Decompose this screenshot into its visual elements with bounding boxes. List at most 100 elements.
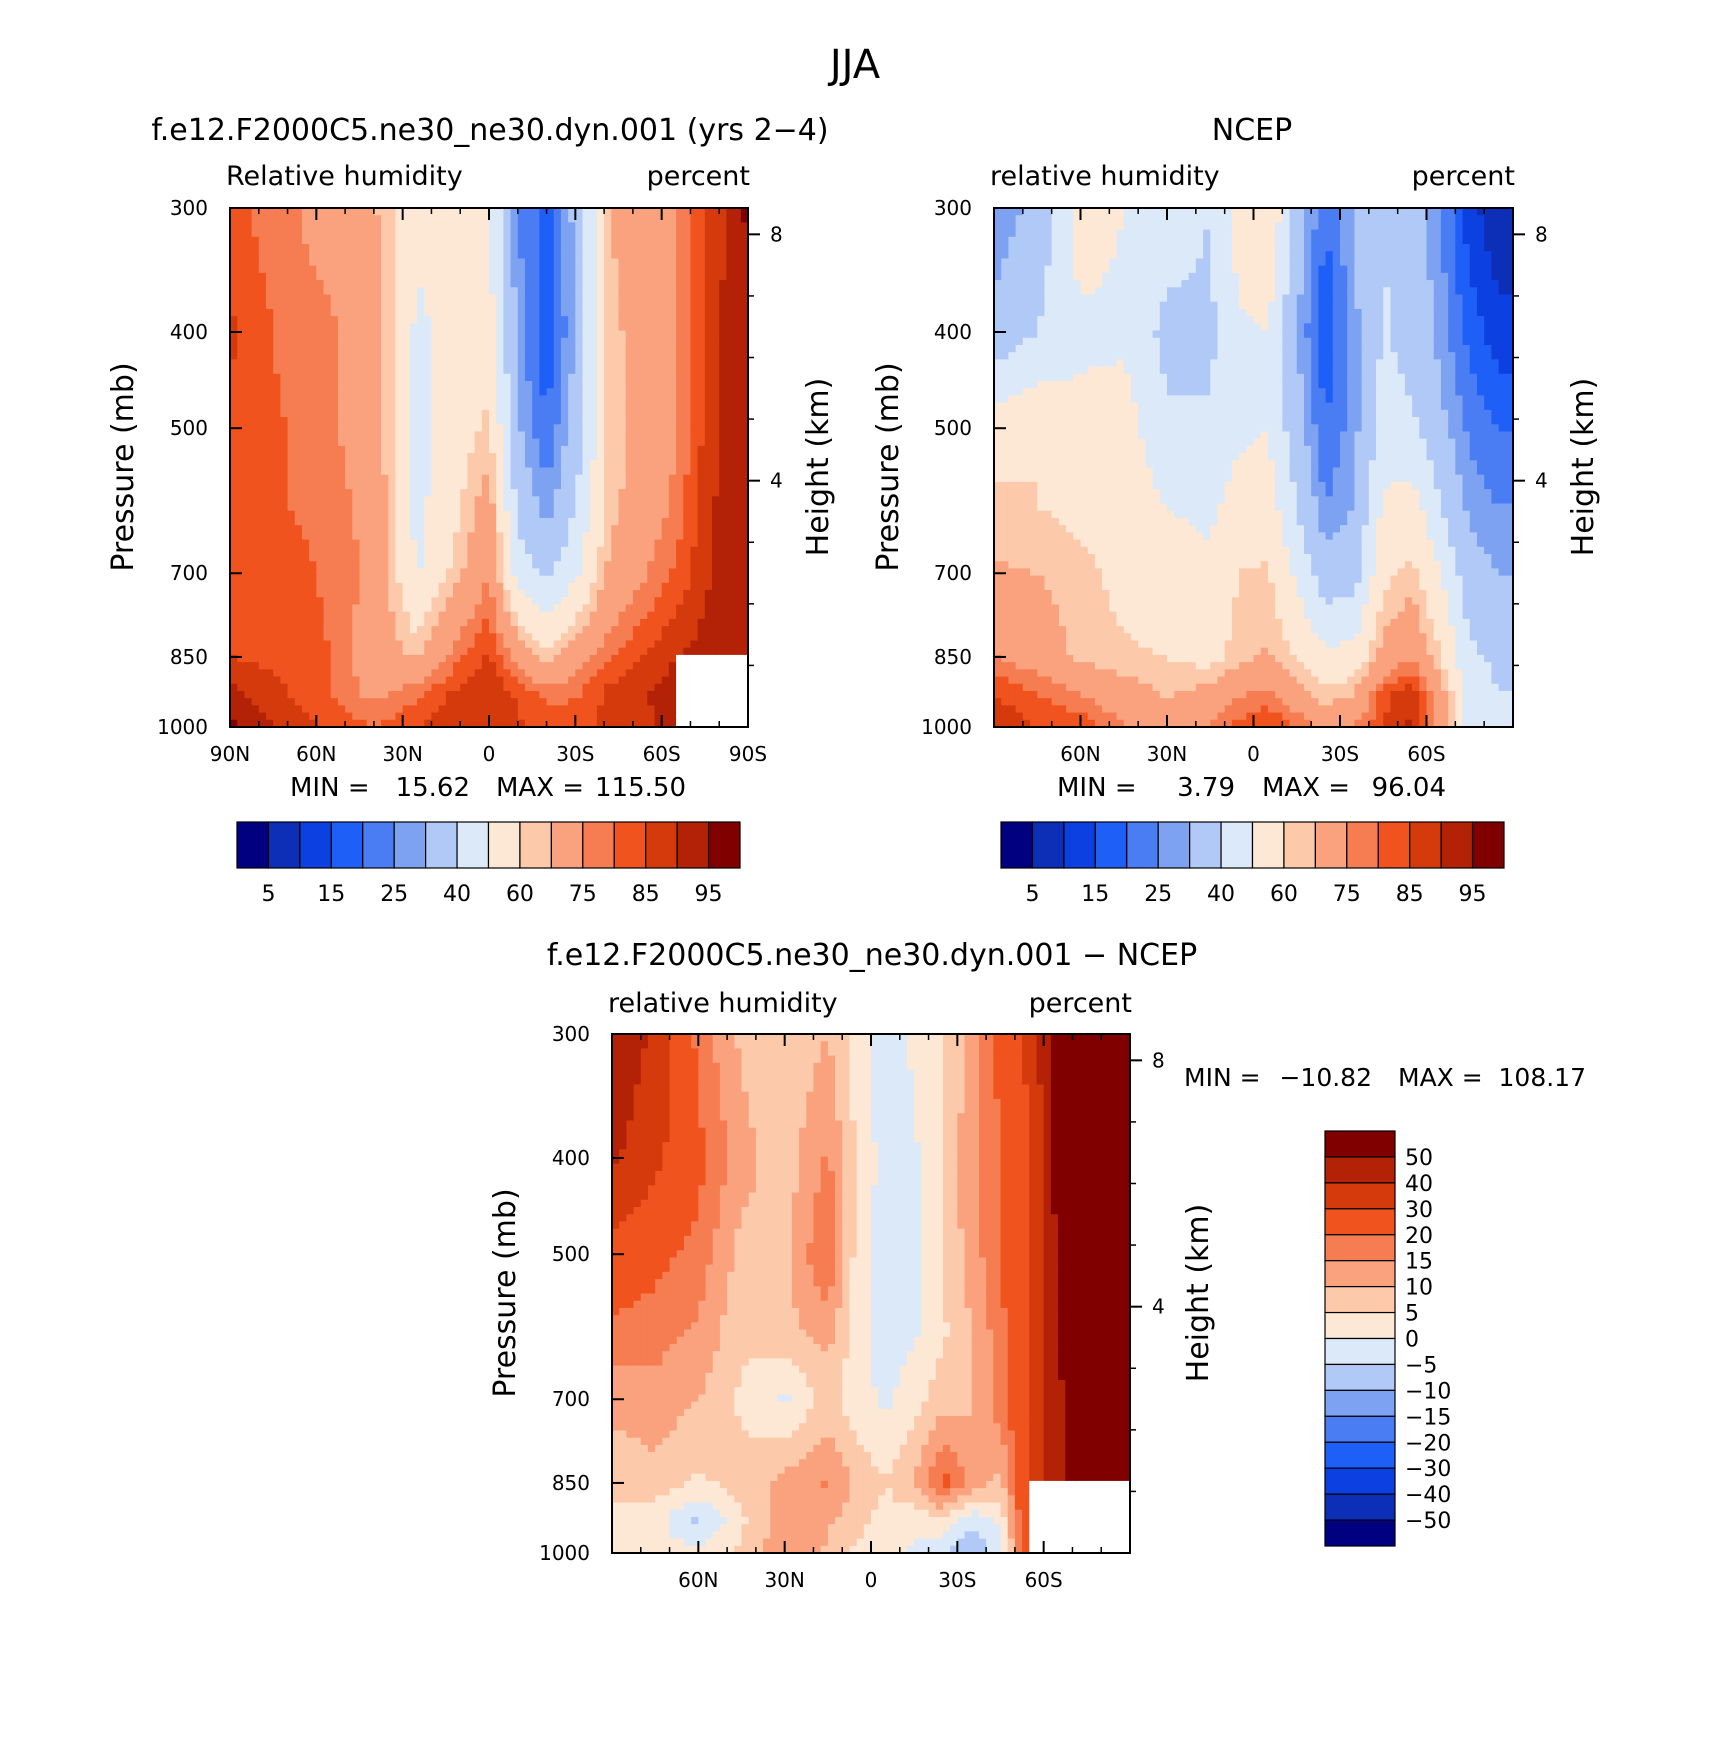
field-cell [417, 287, 425, 295]
field-cell [424, 439, 432, 447]
field-cell [583, 511, 591, 519]
field-cell [374, 482, 382, 490]
field-cell [237, 576, 245, 584]
field-cell [583, 374, 591, 382]
field-cell [381, 641, 389, 649]
field-cell [539, 496, 547, 504]
field-cell [309, 677, 317, 685]
field-cell [475, 345, 483, 353]
field-cell [547, 597, 555, 605]
field-cell [460, 230, 468, 238]
field-cell [417, 302, 425, 310]
field-cell [273, 338, 281, 346]
field-cell [475, 669, 483, 677]
field-cell [482, 323, 490, 331]
field-cell [439, 619, 447, 627]
field-cell [647, 258, 655, 266]
field-cell [575, 331, 583, 339]
field-cell [266, 612, 274, 620]
field-cell [583, 518, 591, 526]
field-cell [597, 612, 605, 620]
field-cell [331, 367, 339, 375]
field-cell [583, 352, 591, 360]
field-cell [453, 359, 461, 367]
field-cell [511, 525, 519, 533]
field-cell [676, 287, 684, 295]
field-cell [324, 410, 332, 418]
field-cell [460, 295, 468, 303]
field-cell [367, 230, 375, 238]
field-cell [237, 403, 245, 411]
field-cell [532, 698, 540, 706]
field-cell [302, 424, 310, 432]
field-cell [626, 662, 634, 670]
field-cell [482, 244, 490, 252]
field-cell [482, 388, 490, 396]
field-cell [619, 410, 627, 418]
field-cell [424, 468, 432, 476]
field-cell [395, 684, 403, 692]
field-cell [252, 345, 260, 353]
field-cell [453, 381, 461, 389]
field-cell [352, 604, 360, 612]
field-cell [554, 215, 562, 223]
field-cell [273, 568, 281, 576]
field-cell [410, 323, 418, 331]
field-cell [604, 648, 612, 656]
field-cell [726, 561, 734, 569]
field-cell [640, 266, 648, 274]
field-cell [288, 230, 296, 238]
field-cell [561, 266, 569, 274]
field-cell [237, 590, 245, 598]
field-cell [554, 597, 562, 605]
field-cell [496, 251, 504, 259]
field-cell [575, 395, 583, 403]
field-cell [532, 547, 540, 555]
field-cell [496, 604, 504, 612]
field-cell [734, 540, 742, 548]
field-cell [590, 410, 598, 418]
field-cell [252, 287, 260, 295]
field-cell [374, 287, 382, 295]
field-cell [295, 323, 303, 331]
field-cell [554, 684, 562, 692]
field-cell [568, 424, 576, 432]
field-cell [539, 590, 547, 598]
field-cell [654, 381, 662, 389]
field-cell [583, 648, 591, 656]
field-cell [395, 547, 403, 555]
field-cell [460, 677, 468, 685]
field-cell [539, 388, 547, 396]
field-cell [288, 395, 296, 403]
field-cell [295, 208, 303, 216]
field-cell [683, 561, 691, 569]
field-cell [475, 273, 483, 281]
field-cell [561, 547, 569, 555]
field-cell [280, 222, 288, 230]
field-cell [410, 489, 418, 497]
field-cell [417, 453, 425, 461]
field-cell [597, 590, 605, 598]
field-cell [324, 359, 332, 367]
field-cell [511, 482, 519, 490]
field-cell [647, 489, 655, 497]
field-cell [518, 316, 526, 324]
field-cell [496, 338, 504, 346]
field-cell [554, 532, 562, 540]
field-cell [518, 431, 526, 439]
field-cell [734, 388, 742, 396]
field-cell [647, 597, 655, 605]
field-cell [316, 266, 324, 274]
field-cell [424, 403, 432, 411]
field-cell [518, 215, 526, 223]
field-cell [734, 669, 742, 677]
field-cell [683, 460, 691, 468]
field-cell [431, 612, 439, 620]
field-cell [453, 662, 461, 670]
field-cell [446, 338, 454, 346]
field-cell [403, 258, 411, 266]
field-cell [367, 626, 375, 634]
field-cell [424, 230, 432, 238]
field-cell [345, 273, 353, 281]
field-cell [719, 453, 727, 461]
